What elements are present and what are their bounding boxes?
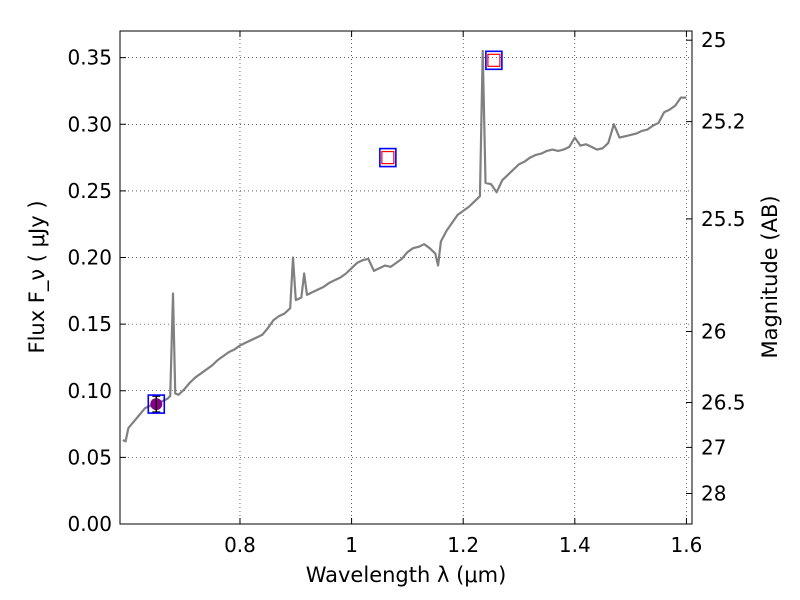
right-tick-label: 25.2 [701, 110, 746, 134]
y-tick-labels: 0.00 0.05 0.10 0.15 0.20 0.25 0.30 0.35 [67, 46, 112, 536]
plot-area [122, 49, 687, 443]
x-axis-label: Wavelength λ (μm) [306, 563, 507, 587]
right-tick-label: 28 [701, 481, 726, 505]
right-tick-labels: 25 25.2 25.5 26 26.5 27 28 [701, 28, 746, 505]
right-tick-label: 26.5 [701, 390, 746, 414]
model-square [487, 53, 501, 67]
photometry-square [379, 147, 397, 168]
right-axis-label: Magnitude (AB) [758, 195, 782, 358]
right-tick-label: 25.5 [701, 207, 746, 231]
y-tick-label: 0.35 [67, 46, 112, 70]
x-tick-label: 1 [345, 533, 358, 557]
x-tick-label: 1.6 [671, 533, 703, 557]
grid [120, 31, 692, 524]
photometry-square [147, 394, 166, 414]
plot-frame [119, 30, 693, 525]
right-tick-label: 26 [701, 319, 726, 343]
y-tick-label: 0.20 [67, 246, 112, 270]
tick-marks [120, 31, 692, 525]
y-axis-label: Flux F_ν ( μJy ) [25, 200, 50, 353]
model-square [381, 150, 395, 165]
right-tick-label: 27 [701, 435, 726, 459]
x-tick-label: 0.8 [224, 533, 256, 557]
y-tick-label: 0.05 [67, 445, 112, 469]
right-tick-label: 25 [701, 28, 726, 52]
x-tick-labels: 0.8 1 1.2 1.4 1.6 [224, 533, 702, 557]
photometry-markers [147, 50, 503, 414]
y-tick-label: 0.15 [67, 312, 112, 336]
y-tick-label: 0.25 [67, 179, 112, 203]
y-tick-label: 0.10 [67, 379, 112, 403]
spectrum-line [122, 49, 687, 443]
x-tick-label: 1.2 [447, 533, 479, 557]
x-tick-label: 1.4 [559, 533, 591, 557]
y-tick-label: 0.30 [67, 112, 112, 136]
photometry-square [485, 50, 503, 71]
y-tick-label: 0.00 [67, 512, 112, 536]
